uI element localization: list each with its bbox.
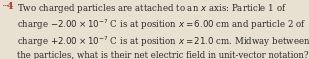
Text: ┄4: ┄4 (2, 2, 14, 11)
Text: Two charged particles are attached to an $x$ axis: Particle 1 of
charge $-2.00\t: Two charged particles are attached to an… (17, 2, 309, 59)
